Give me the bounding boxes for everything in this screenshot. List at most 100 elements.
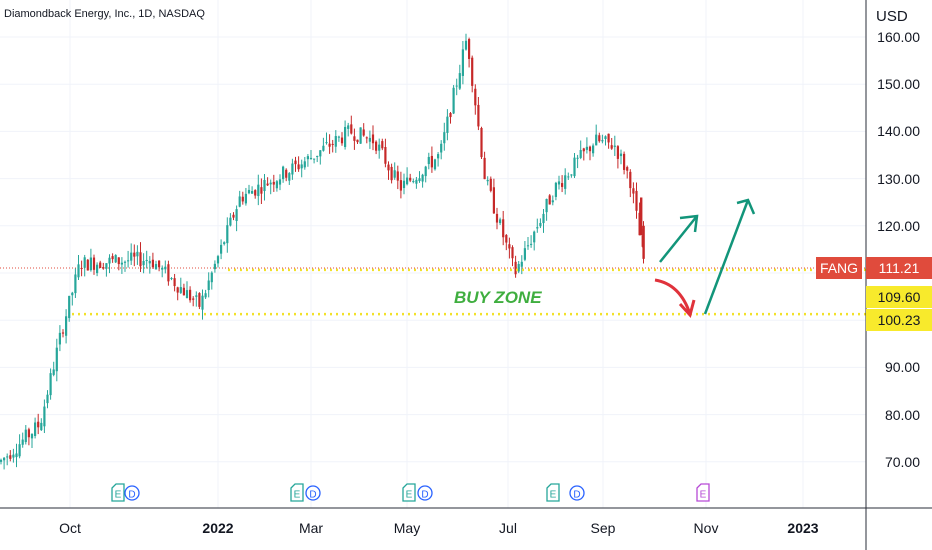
- candle-body: [15, 453, 18, 458]
- candle-body: [223, 242, 226, 245]
- candle-body: [415, 179, 418, 184]
- candle-body: [210, 272, 213, 283]
- candle-body: [247, 189, 251, 194]
- candle-body: [176, 287, 179, 293]
- candle-body: [536, 227, 539, 229]
- candle-body: [220, 244, 223, 254]
- candle-body: [554, 182, 557, 197]
- time-tick-label: 2022: [202, 520, 234, 536]
- candle-body: [381, 141, 384, 149]
- event-label: D: [128, 490, 135, 501]
- candle-body: [105, 263, 108, 269]
- candle-body: [626, 167, 629, 171]
- candle-body: [371, 134, 375, 144]
- time-tick-label: Oct: [59, 520, 81, 536]
- candle-body: [34, 422, 37, 436]
- candle-body: [58, 332, 61, 345]
- candle-body: [505, 235, 508, 243]
- candle-body: [108, 257, 111, 264]
- candle-body: [424, 166, 427, 177]
- candle-body: [114, 255, 117, 263]
- candle-body: [179, 287, 182, 293]
- candle-body: [123, 261, 127, 263]
- candle-body: [570, 174, 573, 176]
- dividend-icon: [417, 485, 433, 501]
- candle-body: [207, 280, 210, 291]
- time-tick-label: Nov: [693, 520, 719, 536]
- candle-body: [40, 422, 43, 431]
- candle-body: [61, 332, 65, 334]
- red-arrow: [654, 278, 692, 315]
- candle-body: [27, 429, 30, 438]
- candle-body: [319, 150, 322, 157]
- candle-body: [489, 178, 492, 191]
- candle-body: [275, 181, 278, 189]
- candle-body: [474, 88, 477, 106]
- event-label: E: [700, 490, 707, 501]
- candle-body: [623, 153, 626, 170]
- candle-body: [607, 133, 610, 143]
- candle-body: [74, 274, 77, 294]
- candle-body: [65, 316, 68, 336]
- candle-body: [195, 295, 198, 297]
- candle-body: [96, 264, 99, 274]
- candle-body: [244, 193, 247, 204]
- candle-body: [213, 263, 216, 270]
- candle-body: [278, 179, 282, 185]
- candle-body: [440, 143, 443, 153]
- symbol-tag[interactable]: FANG: [816, 257, 862, 279]
- price-tick-label: 160.00: [877, 29, 920, 45]
- candle-body: [640, 197, 643, 236]
- candle-body: [533, 231, 536, 243]
- event-label: D: [309, 490, 316, 501]
- candle-body: [365, 137, 368, 139]
- candle-body: [334, 136, 337, 147]
- price-tick-label: 140.00: [877, 123, 920, 140]
- event-label: E: [115, 490, 122, 501]
- candle-body: [325, 142, 328, 144]
- time-tick-label: Sep: [590, 520, 616, 536]
- candle-body: [257, 184, 260, 197]
- candle-body: [526, 245, 530, 247]
- last-price-tag[interactable]: 111.21: [866, 257, 932, 279]
- green-arrowhead: [736, 198, 756, 215]
- candle-body: [384, 146, 387, 164]
- candle-body: [80, 267, 83, 269]
- candle-body: [378, 144, 381, 151]
- candle-body: [198, 293, 201, 307]
- candle-body: [511, 247, 514, 259]
- candle-body: [642, 225, 645, 259]
- upper-zone-value: 109.60: [877, 289, 921, 305]
- earnings-icon: [696, 483, 710, 502]
- candle-body: [291, 163, 294, 175]
- candle-body: [201, 295, 204, 310]
- candle-body: [30, 433, 34, 439]
- candle-body: [99, 262, 102, 269]
- candle-body: [455, 85, 458, 87]
- candle-body: [464, 40, 468, 50]
- candle-body: [452, 87, 455, 114]
- candle-body: [117, 257, 120, 265]
- candle-body: [396, 171, 399, 181]
- candle-body: [24, 429, 27, 443]
- candle-body: [551, 200, 554, 203]
- buy-zone-label: BUY ZONE: [454, 288, 542, 307]
- candle-body: [495, 213, 499, 223]
- candle-body: [406, 177, 409, 185]
- candle-body: [37, 421, 40, 428]
- earnings-marker: E: [402, 483, 416, 502]
- candle-body: [604, 136, 607, 139]
- candle-body: [260, 187, 263, 194]
- candle-body: [111, 256, 114, 260]
- candle-body: [241, 196, 244, 202]
- candle-body: [480, 127, 483, 158]
- candle-body: [539, 222, 542, 227]
- candle-body: [409, 177, 412, 181]
- candle-body: [619, 153, 623, 157]
- candle-body: [632, 188, 635, 194]
- grid-lines: [0, 0, 866, 508]
- candle-body: [303, 161, 306, 168]
- time-tick-label: May: [393, 520, 421, 536]
- candle-body: [347, 125, 350, 129]
